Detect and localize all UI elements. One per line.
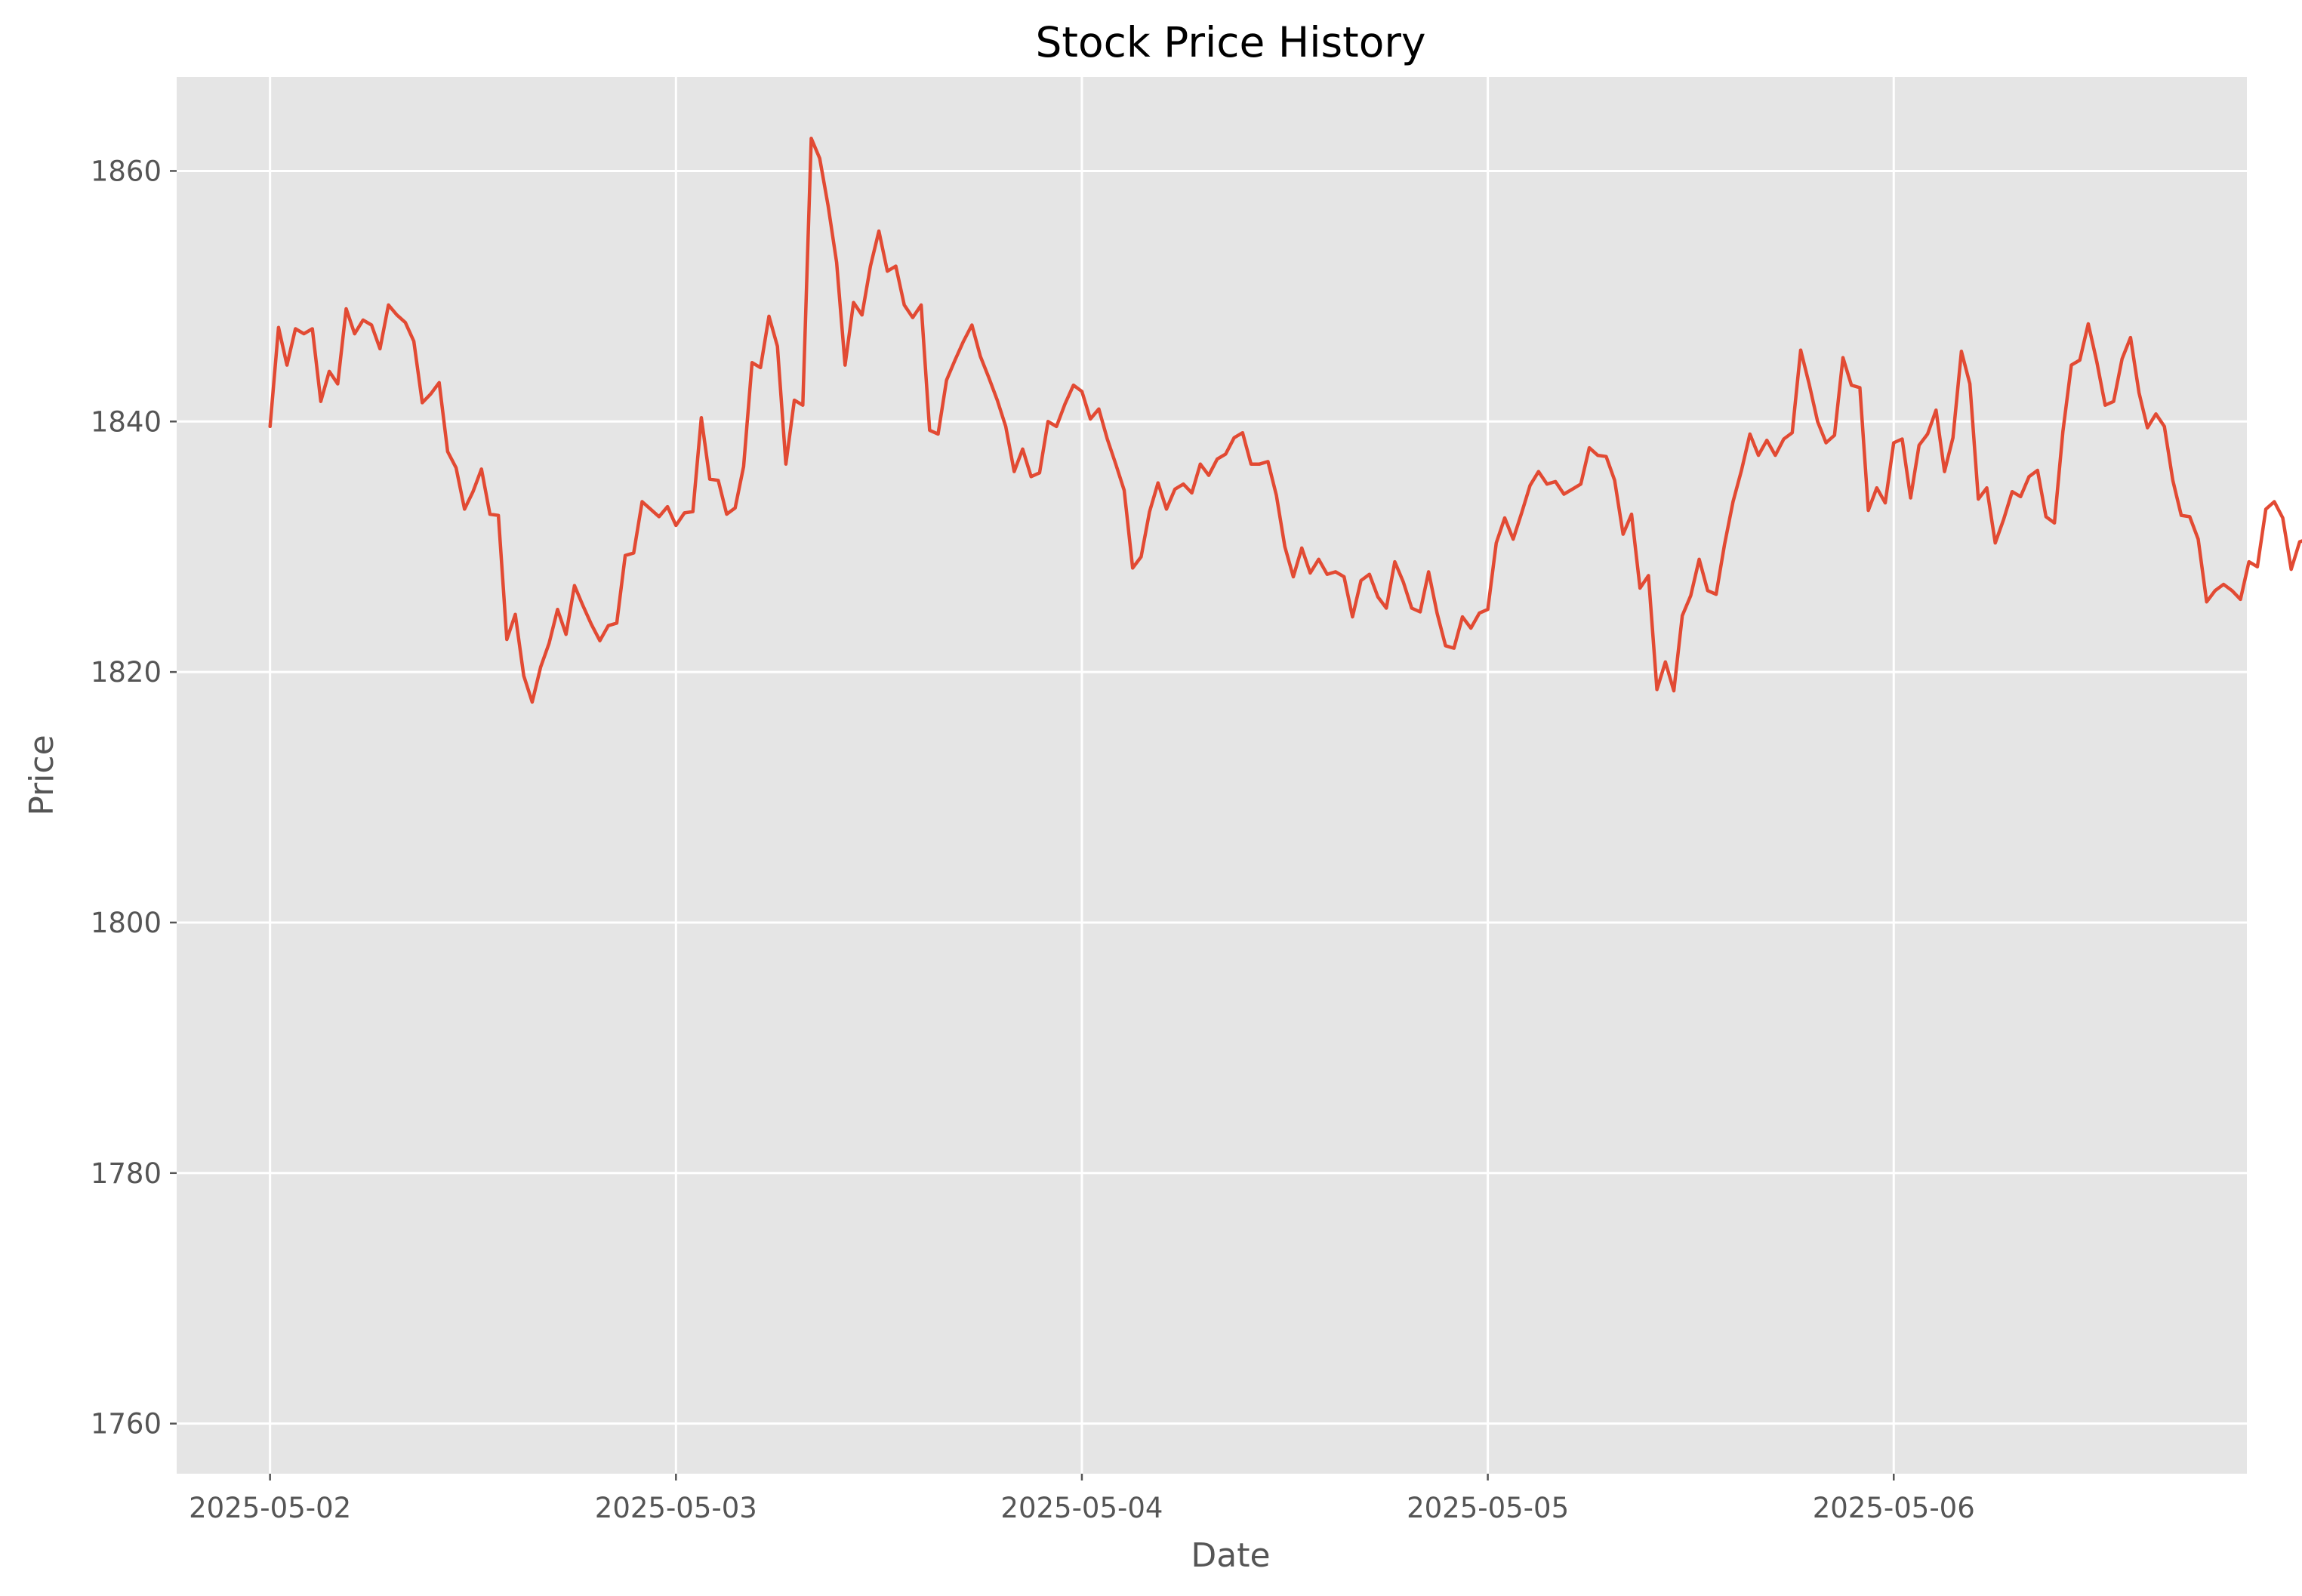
y-tick-label: 1840: [91, 405, 162, 438]
x-axis-label: Date: [1191, 1536, 1270, 1575]
series-layer: [268, 137, 2302, 704]
plot-area: [177, 77, 2247, 1474]
x-tick-label: 2025-05-04: [1000, 1492, 1163, 1524]
x-tick-label: 2025-05-02: [189, 1492, 351, 1524]
price-series-line: [268, 137, 2302, 704]
chart-title: Stock Price History: [1035, 18, 1425, 66]
y-tick-label: 1820: [91, 656, 162, 689]
x-tick-label: 2025-05-05: [1407, 1492, 1569, 1524]
y-tick-label: 1800: [91, 907, 162, 939]
x-tick-label: 2025-05-03: [595, 1492, 757, 1524]
y-tick-label: 1780: [91, 1157, 162, 1190]
tick-layer: 1760 1780 1800 1820 1840 1860 2025-05-02 2025-0…: [91, 155, 1975, 1524]
y-axis-label: Price: [23, 735, 61, 815]
y-tick-label: 1760: [91, 1408, 162, 1440]
y-tick-label: 1860: [91, 155, 162, 187]
x-tick-label: 2025-05-06: [1813, 1492, 1975, 1524]
